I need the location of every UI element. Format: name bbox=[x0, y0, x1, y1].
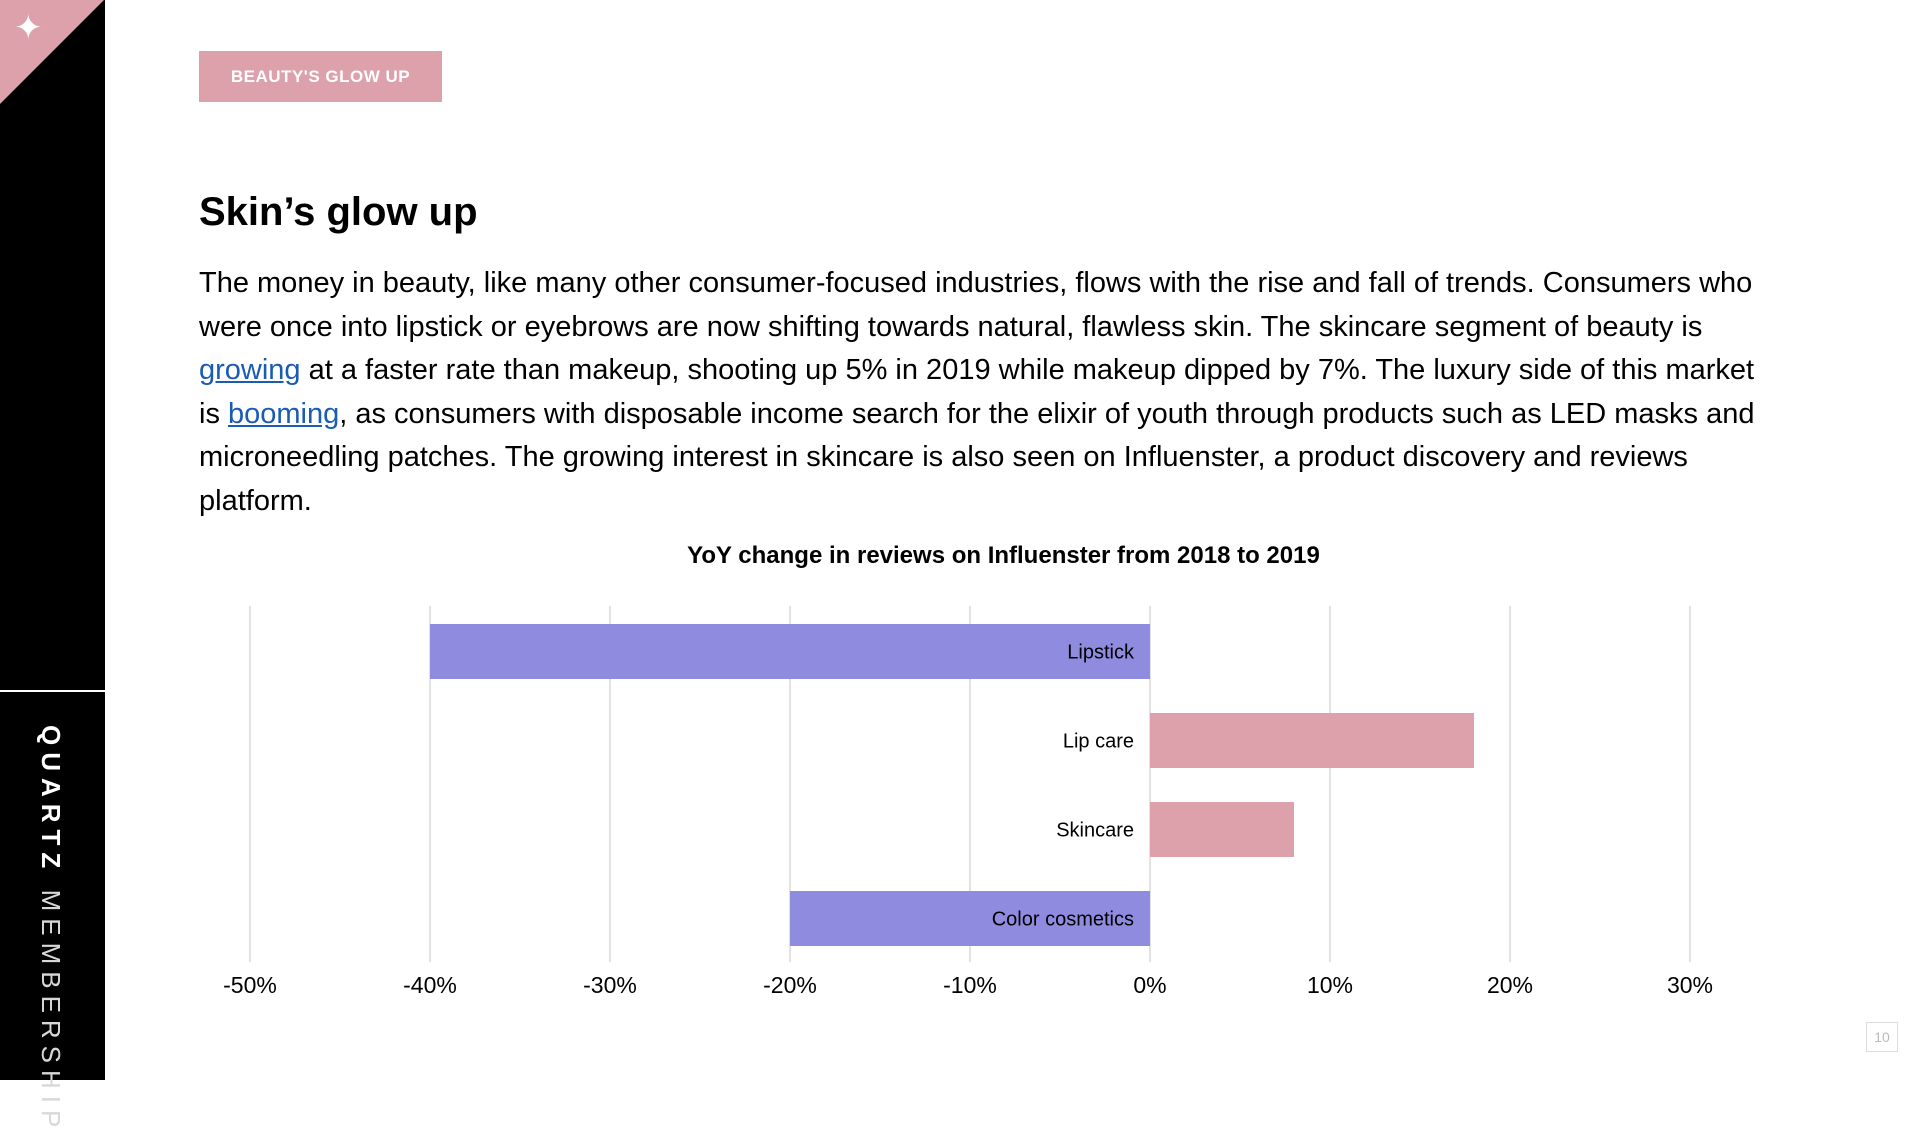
x-tick-label: 20% bbox=[1487, 972, 1533, 998]
chart-title: YoY change in reviews on Influenster fro… bbox=[687, 542, 1320, 569]
section-tag: BEAUTY'S GLOW UP bbox=[199, 51, 442, 102]
x-tick-label: -50% bbox=[223, 972, 277, 998]
page-number: 10 bbox=[1866, 1022, 1898, 1052]
x-tick-label: -20% bbox=[763, 972, 817, 998]
sidebar-divider bbox=[0, 690, 105, 692]
bar bbox=[1150, 802, 1294, 857]
sidebar: ✦ QUARTZ MEMBERSHIP bbox=[0, 0, 105, 1134]
x-tick-label: -30% bbox=[583, 972, 637, 998]
bar bbox=[1150, 713, 1474, 768]
page-title: Skin’s glow up bbox=[199, 190, 478, 234]
body-text-1: The money in beauty, like many other con… bbox=[199, 267, 1753, 343]
bar bbox=[430, 624, 1150, 679]
growing-link[interactable]: growing bbox=[199, 354, 301, 386]
body-text-3: , as consumers with disposable income se… bbox=[199, 397, 1755, 517]
x-tick-label: 30% bbox=[1667, 972, 1713, 998]
body-text-2: at a faster rate than makeup, shooting u… bbox=[199, 354, 1755, 430]
category-label: Lip care bbox=[1063, 731, 1134, 753]
category-label: Skincare bbox=[1056, 820, 1134, 842]
body-paragraph: The money in beauty, like many other con… bbox=[199, 262, 1759, 523]
category-label: Lipstick bbox=[1067, 642, 1135, 664]
x-tick-label: -10% bbox=[943, 972, 997, 998]
x-tick-label: -40% bbox=[403, 972, 457, 998]
bar bbox=[790, 891, 1150, 946]
x-tick-label: 10% bbox=[1307, 972, 1353, 998]
bar-chart: -50% -40% -30% -20% -10% 0% 10% 20% 30% Lipstick L… bbox=[223, 606, 1713, 998]
booming-link[interactable]: booming bbox=[228, 397, 340, 430]
corner-accent bbox=[0, 0, 104, 104]
sparkle-icon: ✦ bbox=[14, 9, 43, 47]
x-tick-label: 0% bbox=[1133, 972, 1166, 998]
category-label: Color cosmetics bbox=[992, 909, 1134, 931]
